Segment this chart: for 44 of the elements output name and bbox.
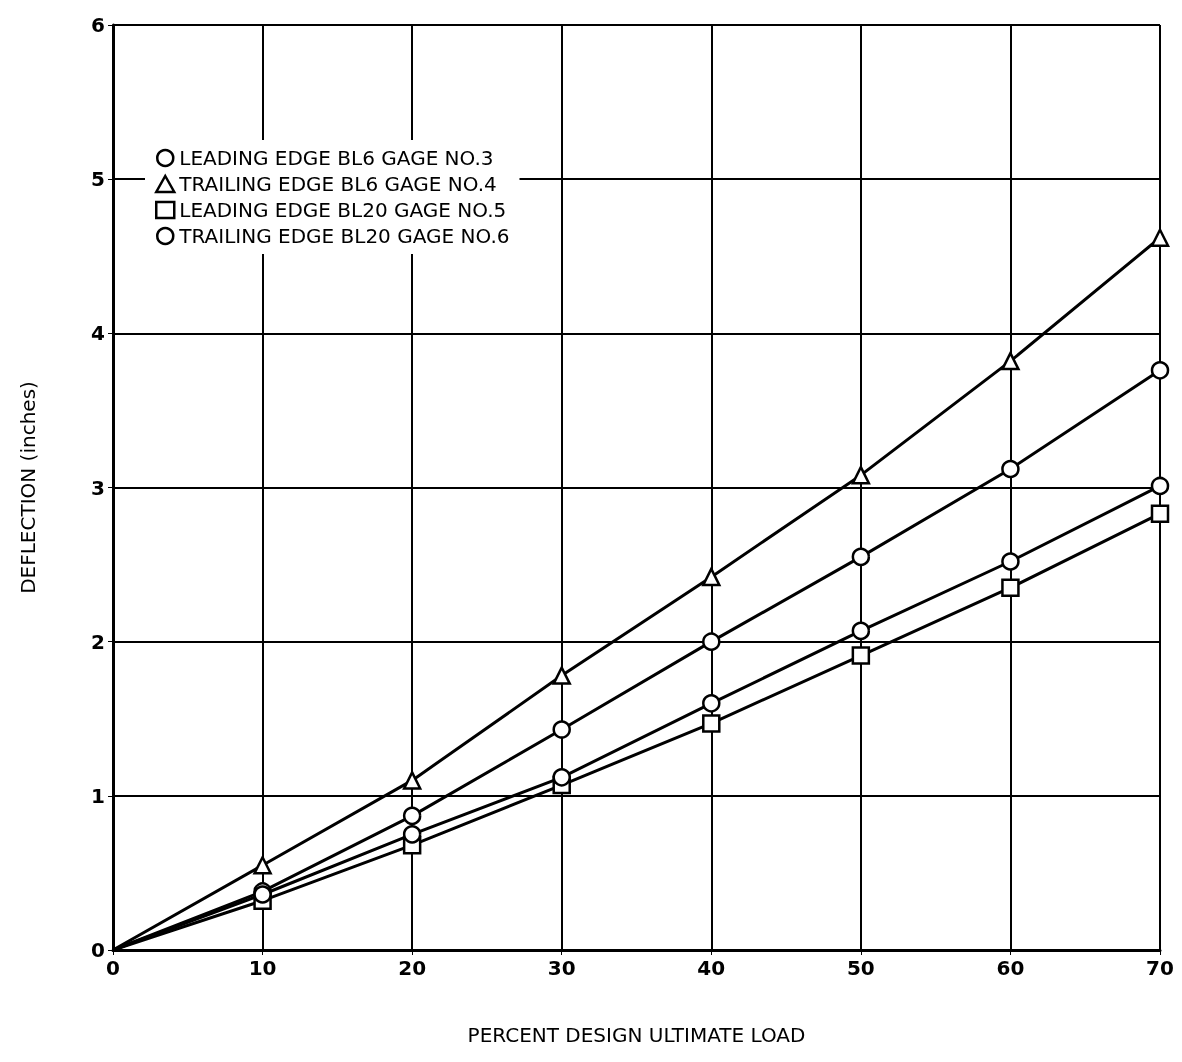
x-tick-label: 30 <box>547 956 576 980</box>
y-tick-label: 6 <box>91 13 105 37</box>
y-tick-label: 3 <box>91 475 105 500</box>
point <box>851 547 871 567</box>
point <box>1150 476 1170 496</box>
legend-label: TRAILING EDGE BL6 GAGE NO.4 <box>178 172 497 196</box>
y-tick-label: 0 <box>91 938 105 962</box>
point <box>851 621 871 641</box>
point <box>851 646 871 665</box>
x-tick-label: 50 <box>846 956 875 980</box>
point <box>702 714 721 733</box>
x-tick-label: 70 <box>1146 956 1174 980</box>
point <box>1150 361 1170 380</box>
y-tick-label: 1 <box>91 783 105 808</box>
point <box>702 567 721 587</box>
legend-label: TRAILING EDGE BL20 GAGE NO.6 <box>178 224 510 248</box>
x-tick-label: 40 <box>697 956 726 980</box>
x-tick-label: 20 <box>398 956 427 980</box>
point <box>552 720 571 739</box>
x-tick-label: 60 <box>996 956 1025 980</box>
point <box>851 465 871 485</box>
x-tick-label: 10 <box>248 956 277 980</box>
point <box>402 806 422 826</box>
point <box>1150 504 1170 523</box>
x-axis-title: PERCENT DESIGN ULTIMATE LOAD <box>467 1023 806 1047</box>
point <box>1001 552 1020 571</box>
y-tick-label: 5 <box>91 167 105 192</box>
point <box>1001 459 1020 479</box>
legend-label: LEADING EDGE BL6 GAGE NO.3 <box>179 146 494 170</box>
y-tick-label: 2 <box>91 629 105 654</box>
point <box>253 855 272 875</box>
point <box>702 694 721 713</box>
point <box>552 768 571 787</box>
x-tick-label: 0 <box>106 956 120 980</box>
point <box>402 771 422 790</box>
y-tick-label: 4 <box>91 321 105 346</box>
legend-label: LEADING EDGE BL20 GAGE NO.5 <box>179 198 507 222</box>
point <box>1001 578 1020 597</box>
point <box>552 666 571 685</box>
point <box>1001 351 1020 371</box>
point <box>702 632 721 651</box>
point <box>402 825 422 844</box>
point <box>1150 228 1170 247</box>
y-axis-title: DEFLECTION (inches) <box>16 381 40 594</box>
